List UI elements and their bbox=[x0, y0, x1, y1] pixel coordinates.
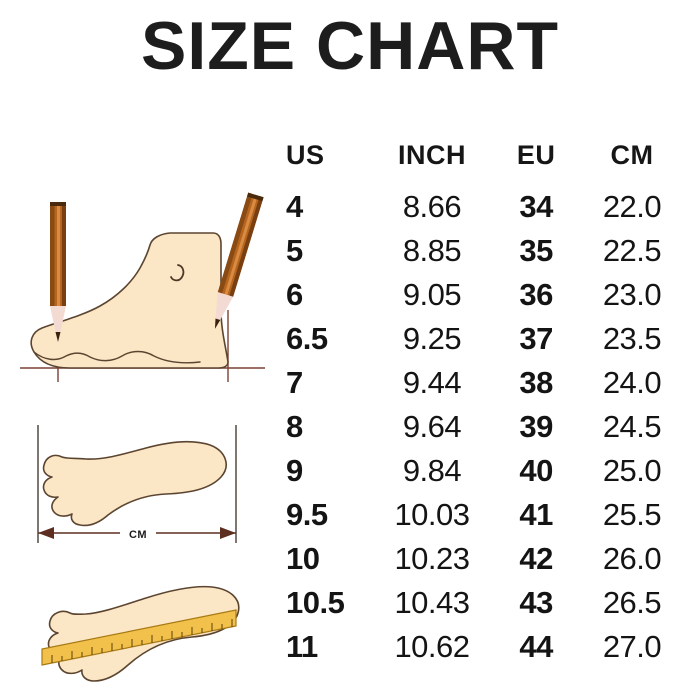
column-header-eu: EU bbox=[516, 140, 556, 170]
cell-inch: 10.43 bbox=[394, 585, 470, 620]
cell-cm: 23.0 bbox=[602, 277, 662, 312]
cell-cm: 26.5 bbox=[602, 585, 662, 620]
cell-inch: 9.25 bbox=[402, 321, 462, 356]
table-row: 9 9.84 40 25.0 bbox=[282, 449, 682, 493]
cell-us: 10 bbox=[286, 541, 320, 576]
cell-inch: 10.62 bbox=[394, 629, 470, 664]
footprint-silhouette bbox=[42, 440, 227, 527]
cell-inch: 10.03 bbox=[394, 497, 470, 532]
cell-inch: 9.64 bbox=[402, 409, 462, 444]
cell-cm: 26.0 bbox=[602, 541, 662, 576]
size-table: US INCH EU CM 4 8.66 34 22.0 5 8.85 35 22.5 6 9.0… bbox=[282, 140, 682, 669]
column-header-us: US bbox=[286, 140, 325, 170]
table-row: 7 9.44 38 24.0 bbox=[282, 361, 682, 405]
cell-cm: 23.5 bbox=[602, 321, 662, 356]
cell-inch: 9.05 bbox=[402, 277, 462, 312]
cm-dimension-label: CM bbox=[129, 529, 147, 541]
cell-us: 9.5 bbox=[286, 497, 328, 532]
table-row: 8 9.64 39 24.5 bbox=[282, 405, 682, 449]
page-title: SIZE CHART bbox=[141, 8, 559, 84]
cell-eu: 35 bbox=[519, 233, 553, 268]
column-header-cm: CM bbox=[610, 140, 654, 170]
cell-us: 11 bbox=[286, 629, 318, 664]
column-header-inch: INCH bbox=[397, 140, 466, 170]
cell-cm: 22.5 bbox=[602, 233, 662, 268]
cell-inch: 10.23 bbox=[394, 541, 470, 576]
footprint-tape-figure bbox=[0, 575, 285, 690]
table-row: 11 10.62 44 27.0 bbox=[282, 625, 682, 669]
table-row: 4 8.66 34 22.0 bbox=[282, 185, 682, 229]
table-row: 10 10.23 42 26.0 bbox=[282, 537, 682, 581]
cell-cm: 22.0 bbox=[602, 189, 662, 224]
cell-eu: 41 bbox=[519, 497, 553, 532]
table-row: 6.5 9.25 37 23.5 bbox=[282, 317, 682, 361]
cell-eu: 39 bbox=[519, 409, 553, 444]
cell-us: 5 bbox=[286, 233, 303, 268]
cell-inch: 8.85 bbox=[402, 233, 462, 268]
cell-us: 6 bbox=[286, 277, 303, 312]
table-row: 9.5 10.03 41 25.5 bbox=[282, 493, 682, 537]
ankle-bone-mark bbox=[170, 264, 185, 282]
cell-us: 9 bbox=[286, 453, 303, 488]
table-header-row: US INCH EU CM bbox=[282, 140, 682, 185]
cm-arrow-right bbox=[220, 527, 236, 539]
cell-eu: 42 bbox=[519, 541, 553, 576]
cell-inch: 8.66 bbox=[402, 189, 462, 224]
cell-eu: 43 bbox=[519, 585, 553, 620]
cell-eu: 38 bbox=[519, 365, 553, 400]
cell-eu: 40 bbox=[519, 453, 553, 488]
cell-cm: 25.5 bbox=[602, 497, 662, 532]
cell-eu: 36 bbox=[519, 277, 553, 312]
cell-cm: 27.0 bbox=[602, 629, 662, 664]
foot-side-silhouette bbox=[30, 232, 229, 369]
cell-eu: 34 bbox=[519, 189, 553, 224]
cell-us: 10.5 bbox=[286, 585, 345, 620]
toe-contour bbox=[33, 350, 201, 364]
table-body: 4 8.66 34 22.0 5 8.85 35 22.5 6 9.05 36 23.0 6.5 9.25… bbox=[282, 185, 682, 669]
cell-cm: 25.0 bbox=[602, 453, 662, 488]
cell-us: 8 bbox=[286, 409, 303, 444]
cell-us: 7 bbox=[286, 365, 303, 400]
table-row: 6 9.05 36 23.0 bbox=[282, 273, 682, 317]
pencil-right bbox=[214, 192, 264, 329]
cm-arrow-left bbox=[38, 527, 54, 539]
table-row: 5 8.85 35 22.5 bbox=[282, 229, 682, 273]
table-row: 10.5 10.43 43 26.5 bbox=[282, 581, 682, 625]
cell-eu: 37 bbox=[519, 321, 553, 356]
cell-us: 4 bbox=[286, 189, 303, 224]
footprint-dimension-figure: CM bbox=[0, 415, 285, 550]
cell-eu: 44 bbox=[519, 629, 553, 664]
cell-us: 6.5 bbox=[286, 321, 328, 356]
measuring-tape bbox=[41, 609, 237, 666]
cell-cm: 24.0 bbox=[602, 365, 662, 400]
illustration-column: CM bbox=[0, 190, 285, 690]
cell-inch: 9.84 bbox=[402, 453, 462, 488]
pencil-left bbox=[50, 202, 66, 342]
cell-inch: 9.44 bbox=[402, 365, 462, 400]
foot-side-view-figure bbox=[0, 190, 285, 390]
cell-cm: 24.5 bbox=[602, 409, 662, 444]
